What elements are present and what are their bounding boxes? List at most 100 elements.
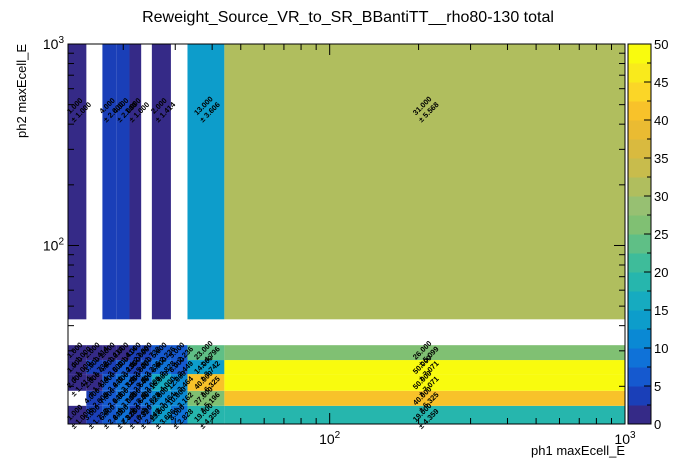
palette-tick-label: 20 bbox=[654, 265, 668, 280]
palette-band bbox=[628, 215, 651, 235]
heatmap-cell bbox=[170, 390, 188, 406]
palette-band bbox=[628, 253, 651, 273]
heatmap-cell bbox=[116, 44, 130, 320]
heatmap-cell bbox=[187, 374, 225, 391]
heatmap-cell bbox=[129, 390, 142, 406]
heatmap-cell bbox=[170, 360, 188, 375]
heatmap-cell bbox=[102, 405, 117, 424]
palette-tick-label: 45 bbox=[654, 75, 668, 90]
palette-tick-label: 0 bbox=[654, 417, 661, 432]
heatmap-cell bbox=[116, 360, 130, 375]
heatmap-cell bbox=[116, 405, 130, 424]
cell-label: 2.000± 1.414 bbox=[147, 93, 178, 124]
x-tick-exponent: 2 bbox=[335, 430, 341, 441]
heatmap-cell bbox=[187, 345, 225, 361]
heatmap-cell bbox=[151, 405, 171, 424]
heatmap-cell bbox=[116, 345, 130, 361]
heatmap-cell bbox=[151, 390, 171, 406]
cell-label: 1.000± 1.000 bbox=[63, 94, 93, 124]
heatmap-cell bbox=[151, 360, 171, 375]
heatmap-cell bbox=[224, 360, 625, 375]
heatmap-cell bbox=[86, 405, 103, 424]
heatmap-cell bbox=[68, 345, 87, 361]
heatmap-cell bbox=[86, 390, 103, 406]
palette-band bbox=[628, 196, 651, 216]
heatmap-cell bbox=[68, 360, 87, 375]
heatmap-cell bbox=[151, 374, 171, 391]
chart-title: Reweight_Source_VR_to_SR_BBantiTT__rho80… bbox=[142, 9, 554, 26]
heatmap-cell bbox=[141, 360, 152, 375]
heatmap-cell bbox=[151, 345, 171, 361]
palette-tick-label: 10 bbox=[654, 341, 668, 356]
color-palette: 0 5 10 15 20 25 30 35 40 45 50 bbox=[627, 37, 668, 432]
palette-band bbox=[628, 101, 651, 121]
palette-band bbox=[628, 158, 651, 178]
palette-tick-label: 35 bbox=[654, 151, 668, 166]
heatmap-cell bbox=[224, 345, 625, 361]
heatmap-cell bbox=[187, 44, 225, 320]
heatmap-cell bbox=[141, 390, 152, 406]
heatmap-cells bbox=[68, 44, 625, 424]
y-tick-label: 102 bbox=[43, 236, 65, 253]
x-tick-exponent: 3 bbox=[630, 430, 636, 441]
heatmap-cell bbox=[141, 405, 152, 424]
heatmap-cell bbox=[116, 374, 130, 391]
heatmap-cell bbox=[68, 44, 87, 320]
palette-tick-label: 30 bbox=[654, 189, 668, 204]
palette-band bbox=[628, 120, 651, 140]
heatmap-cell bbox=[102, 374, 117, 391]
heatmap-cell bbox=[170, 345, 188, 361]
x-tick-label: 103 bbox=[614, 430, 636, 447]
heatmap-cell bbox=[224, 405, 625, 424]
heatmap-cell bbox=[86, 374, 103, 391]
heatmap-cell bbox=[68, 405, 87, 424]
palette-band bbox=[628, 63, 651, 83]
palette-band bbox=[628, 139, 651, 159]
palette-band bbox=[628, 329, 651, 349]
heatmap-cell bbox=[102, 44, 117, 320]
x-tick-label: 102 bbox=[319, 430, 341, 447]
heatmap-cell bbox=[86, 345, 103, 361]
heatmap-cell bbox=[102, 345, 117, 361]
x-tick-base: 10 bbox=[319, 431, 335, 447]
palette-band bbox=[628, 348, 651, 368]
heatmap-cell bbox=[129, 44, 142, 320]
heatmap-cell bbox=[129, 374, 142, 391]
heatmap-cell bbox=[102, 390, 117, 406]
heatmap-cell bbox=[141, 374, 152, 391]
palette-tick-label: 15 bbox=[654, 303, 668, 318]
heatmap-cell bbox=[224, 374, 625, 391]
heatmap-cell bbox=[141, 345, 152, 361]
y-axis-label: ph2 maxEcell_E bbox=[14, 44, 29, 138]
palette-band bbox=[628, 367, 651, 387]
x-tick-base: 10 bbox=[614, 431, 630, 447]
palette-tick-label: 50 bbox=[654, 37, 668, 52]
heatmap-cell bbox=[102, 360, 117, 375]
palette-band bbox=[628, 310, 651, 330]
palette-tick-label: 5 bbox=[654, 379, 661, 394]
heatmap-cell bbox=[86, 360, 103, 375]
heatmap-cell bbox=[187, 360, 225, 375]
heatmap-cell bbox=[129, 360, 142, 375]
heatmap-cell bbox=[170, 374, 188, 391]
palette-band bbox=[628, 82, 651, 102]
heatmap-cell bbox=[224, 44, 625, 320]
y-tick-exponent: 2 bbox=[58, 236, 64, 247]
y-tick-exponent: 3 bbox=[58, 35, 64, 46]
heatmap-cell bbox=[116, 390, 130, 406]
y-tick-label: 103 bbox=[43, 35, 65, 52]
heatmap-cell bbox=[224, 390, 625, 406]
y-tick-base: 10 bbox=[43, 237, 59, 253]
palette-band bbox=[628, 386, 651, 406]
heatmap-cell bbox=[187, 405, 225, 424]
x-axis-label: ph1 maxEcell_E bbox=[531, 443, 625, 458]
heatmap-cell bbox=[151, 44, 171, 320]
palette-tick-label: 25 bbox=[654, 227, 668, 242]
y-tick-base: 10 bbox=[43, 36, 59, 52]
palette-band bbox=[628, 234, 651, 254]
palette-tick-label: 40 bbox=[654, 113, 668, 128]
palette-band bbox=[628, 405, 651, 425]
palette-band bbox=[628, 177, 651, 197]
